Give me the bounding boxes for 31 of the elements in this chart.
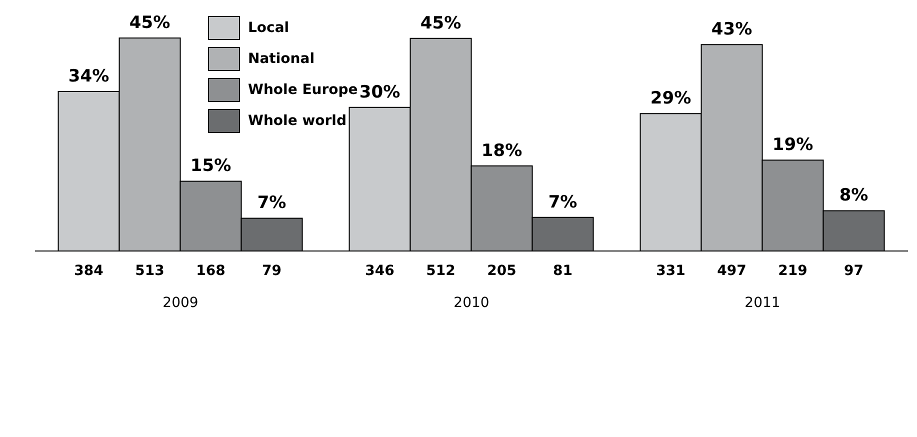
- annotation: 30%: [359, 82, 400, 102]
- data-label: 97: [844, 263, 864, 279]
- data-label: 497: [717, 263, 746, 279]
- annotation: 8%: [839, 186, 868, 206]
- annotation: 7%: [257, 193, 286, 214]
- data-label: 79: [262, 263, 282, 279]
- data-label: 384: [74, 263, 104, 279]
- legend-label: Whole Europe: [248, 82, 358, 98]
- annotation: 29%: [650, 88, 692, 109]
- data-label: 346: [365, 263, 394, 279]
- data-label: 205: [487, 263, 516, 279]
- x-tick-label: 2011: [744, 294, 780, 311]
- x-tick-label: 2010: [454, 294, 490, 311]
- legend-label: Whole world: [248, 113, 346, 129]
- x-tick-label: 2009: [162, 294, 198, 311]
- annotation: 15%: [190, 156, 232, 176]
- text: 45%: [129, 13, 170, 33]
- data-label: 513: [135, 263, 164, 279]
- data-label: 81: [553, 263, 573, 279]
- data-label: 512: [426, 263, 456, 279]
- legend-label: National: [248, 51, 314, 67]
- data-label: 219: [778, 263, 808, 279]
- annotation: 18%: [481, 140, 522, 161]
- data-label: 168: [196, 263, 226, 279]
- annotation: 43%: [711, 20, 752, 40]
- annotation: 34%: [68, 66, 110, 87]
- annotation: 19%: [772, 135, 814, 156]
- annotation: 7%: [548, 192, 578, 212]
- legend-label: Local: [248, 20, 290, 36]
- data-label: 331: [656, 263, 686, 279]
- text: 45%: [420, 13, 462, 34]
